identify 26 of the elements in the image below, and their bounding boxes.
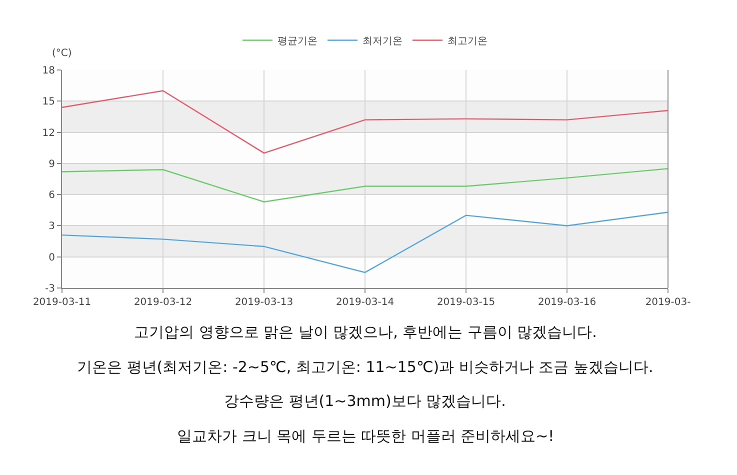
y-axis-title: (°C) <box>52 48 72 59</box>
x-tick-label: 2019-03-14 <box>336 297 394 308</box>
text: 기온은 평년(최저기온: -2~5℃, 최고기온: 11~15℃)과 비슷하거나 조금 높겠습니다. <box>77 358 654 376</box>
legend-label: 최고기온 <box>448 36 488 48</box>
x-tick-label: 2019-03-11 <box>32 297 92 308</box>
y-tick-label: -3 <box>45 284 55 294</box>
x-tick-label: 2019-03- <box>645 297 692 308</box>
y-tick-label: 18 <box>42 66 55 76</box>
legend-label: 최저기온 <box>362 36 402 48</box>
x-tick-label: 2019-03-13 <box>234 297 294 308</box>
text: 고기압의 영향으로 맑은 날이 많겠으나, 후반에는 구름이 많겠습니다. <box>134 323 597 341</box>
line-series <box>62 212 668 274</box>
y-tick-label: 9 <box>48 158 55 170</box>
y-tick-label: 0 <box>48 252 55 264</box>
legend-label: 평균기온 <box>278 36 318 48</box>
x-tick-label: 2019-03-15 <box>436 297 496 308</box>
text: 일교차가 크니 목에 두르는 따뜻한 머플러 준비하세요~! <box>177 427 554 445</box>
line-series <box>62 90 668 154</box>
y-tick-label: 15 <box>42 96 55 108</box>
line-series <box>62 168 668 202</box>
x-tick-label: 2019-03-16 <box>538 297 596 308</box>
x-tick-label: 2019-03-12 <box>134 297 192 308</box>
y-tick-label: 12 <box>42 128 55 139</box>
y-tick-label: 6 <box>48 190 55 202</box>
text: 강수량은 평년(1~3mm)보다 많겠습니다. <box>224 392 506 410</box>
y-tick-label: 3 <box>48 221 55 232</box>
